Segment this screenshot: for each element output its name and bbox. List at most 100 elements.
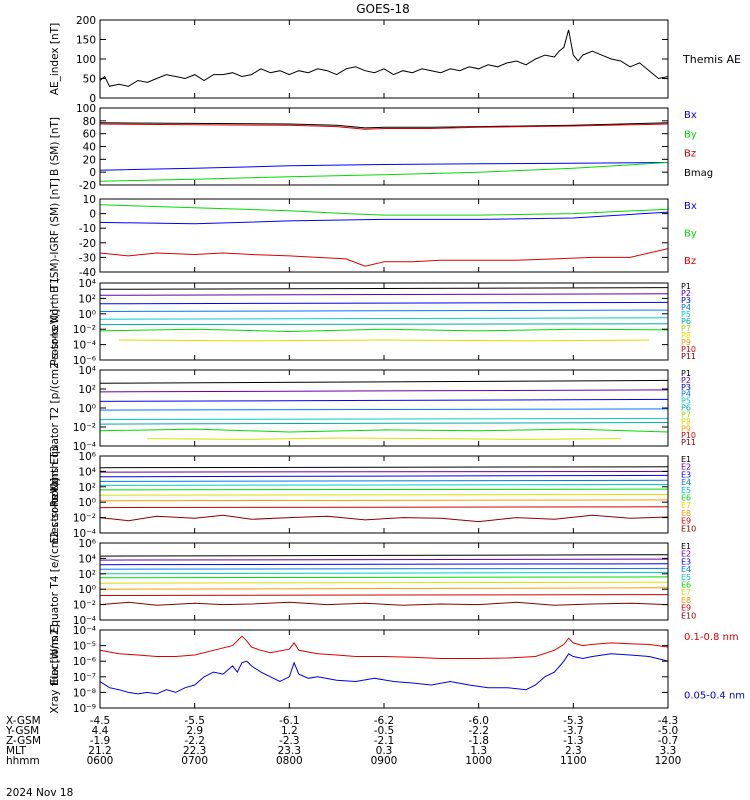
y-tick-label: 10⁴: [78, 466, 96, 478]
y-tick-label: 10⁻⁶: [73, 656, 96, 668]
series-line-0-1-0-8-nm: [100, 635, 668, 659]
legend-label: Bz: [684, 149, 696, 160]
ephemeris-value: -5.0: [658, 725, 679, 737]
y-tick-label: 10⁶: [78, 538, 96, 550]
series-group: [100, 466, 668, 523]
series-line-p6: [100, 422, 668, 425]
y-tick-label: 10⁰: [78, 309, 96, 321]
legend: Themis AE: [682, 53, 741, 66]
series-line-e8: [100, 499, 668, 502]
ephemeris-value: 4.4: [92, 725, 109, 737]
y-tick-label: 10⁻⁴: [73, 615, 96, 627]
legend-label: P3: [681, 296, 691, 305]
y-tick-label: 10⁻²: [73, 600, 96, 612]
legend-label: P8: [681, 417, 691, 426]
series-line-p1: [100, 379, 668, 384]
panel-bigrf: -40 -30 -20 -10 0 10 B (SM)-IGRF (SM) [nT] Bx By…: [49, 178, 697, 293]
y-axis-label: Protons Equator T2 [p/(cm2-s-sr-keV)]: [49, 309, 61, 507]
y-tick-label: 10²: [78, 569, 96, 581]
ephemeris-row-label: Y-GSM: [5, 725, 39, 737]
legend-label: P11: [681, 352, 696, 361]
legend-label: P1: [681, 282, 691, 291]
series-line-p5: [100, 317, 668, 320]
ephemeris-value: -6.2: [374, 715, 395, 727]
legend-label: P2: [681, 289, 691, 298]
legend-label: P6: [681, 317, 691, 326]
ephemeris-row-label: X-GSM: [6, 715, 41, 727]
legend-label: P2: [681, 376, 691, 385]
series-line-p7: [100, 428, 668, 433]
y-tick-label: 60: [83, 129, 96, 141]
y-axis-label: Protons North T1: [49, 277, 61, 365]
ephemeris-value: 1.3: [470, 745, 487, 757]
series-line-bx: [100, 211, 668, 225]
legend-label: Bmag: [684, 168, 713, 179]
panel-elec_t3: 10⁻⁴ 10⁻² 10⁰ 10² 10⁴ 10⁶ Electrons North T3 E1…: [49, 446, 696, 544]
y-tick-label: 0: [89, 167, 96, 179]
ephemeris-value: -1.9: [90, 735, 111, 747]
y-tick-label: 10⁻²: [73, 422, 96, 434]
ephemeris-value: -4.5: [90, 715, 111, 727]
legend-label: E3: [681, 557, 691, 566]
ephemeris-value: 22.3: [183, 745, 206, 757]
legend-label: P10: [681, 431, 696, 440]
ephemeris-value: 0800: [276, 755, 303, 767]
y-tick-label: 10⁻⁴: [73, 441, 96, 453]
ephemeris-value: -2.3: [279, 735, 300, 747]
ephemeris-value: 2.3: [565, 745, 582, 757]
y-tick-label: 10⁻⁹: [73, 703, 96, 715]
y-tick-label: 10⁻⁸: [73, 687, 96, 699]
series-line-p8: [118, 339, 650, 342]
series-line-by: [100, 204, 668, 216]
series-line-p4: [100, 309, 668, 312]
legend-label: E1: [681, 542, 691, 551]
series-line-0-05-0-4-nm: [100, 653, 668, 695]
figure-title: GOES-18: [356, 2, 410, 16]
series-line-e2: [100, 470, 668, 473]
ephemeris-value: -2.2: [468, 725, 489, 737]
y-tick-label: 10⁻²: [73, 324, 96, 336]
ephemeris-value: 1200: [655, 755, 682, 767]
ephemeris-value: -2.2: [184, 735, 205, 747]
ephemeris-row-label: Z-GSM: [6, 735, 41, 747]
series-line-p8: [147, 437, 621, 440]
series-group: [100, 554, 668, 606]
panel-xray: 10⁻⁹ 10⁻⁸ 10⁻⁷ 10⁻⁶ 10⁻⁵ 10⁻⁴ Xray flux [W/m2]…: [49, 624, 745, 715]
legend-label: P1: [681, 369, 691, 378]
y-axis-label: Electrons North T3: [49, 446, 61, 544]
legend-label: P8: [681, 331, 691, 340]
legend-label: Themis AE: [682, 53, 741, 66]
y-tick-label: 10⁴: [78, 278, 96, 290]
legend-label: E4: [681, 565, 691, 574]
legend-label: P11: [681, 438, 696, 447]
series-line-p7: [100, 328, 668, 333]
legend-label: P6: [681, 404, 691, 413]
ephemeris-value: -5.5: [184, 715, 205, 727]
series-group: [100, 635, 668, 695]
legend-label: Bz: [684, 256, 696, 267]
series-line-e4: [100, 567, 668, 570]
y-tick-label: 200: [76, 15, 96, 27]
y-tick-label: 100: [76, 54, 96, 66]
y-tick-label: 10⁴: [78, 365, 96, 377]
y-tick-label: 10⁰: [78, 497, 96, 509]
legend-label: P4: [681, 303, 691, 312]
y-tick-label: 40: [83, 142, 96, 154]
ephemeris-value: 23.3: [278, 745, 301, 757]
date-label: 2024 Nov 18: [6, 787, 73, 799]
legend-label: P10: [681, 345, 696, 354]
y-tick-label: 150: [76, 35, 96, 47]
series-line-e6: [100, 488, 668, 491]
legend-label: P7: [681, 324, 691, 333]
legend-label: E6: [681, 581, 691, 590]
legend-label: P5: [681, 397, 691, 406]
series-group: [100, 122, 668, 182]
series-line-bz: [100, 248, 668, 267]
series-line-bmag: [100, 122, 668, 129]
series-line-e1: [100, 554, 668, 557]
y-axis-label: AE_index [nT]: [49, 23, 61, 95]
